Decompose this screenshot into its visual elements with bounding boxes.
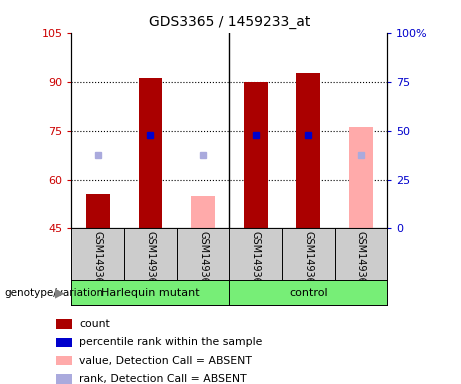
Text: Harlequin mutant: Harlequin mutant: [101, 288, 200, 298]
Text: rank, Detection Call = ABSENT: rank, Detection Call = ABSENT: [79, 374, 247, 384]
Text: value, Detection Call = ABSENT: value, Detection Call = ABSENT: [79, 356, 252, 366]
Bar: [244, 82, 267, 228]
Bar: [56, 374, 72, 384]
Text: GSM149362: GSM149362: [198, 231, 208, 290]
Bar: [349, 127, 373, 228]
Text: GSM149361: GSM149361: [145, 231, 155, 290]
Bar: [86, 194, 110, 228]
Text: count: count: [79, 319, 110, 329]
Text: GSM149364: GSM149364: [303, 231, 313, 290]
Bar: [139, 78, 162, 228]
Text: GSM149365: GSM149365: [356, 231, 366, 290]
Text: percentile rank within the sample: percentile rank within the sample: [79, 338, 263, 348]
Bar: [56, 338, 72, 347]
Text: ▶: ▶: [55, 286, 65, 299]
Text: genotype/variation: genotype/variation: [5, 288, 104, 298]
Bar: [56, 356, 72, 366]
Bar: [296, 73, 320, 228]
Text: control: control: [289, 288, 328, 298]
Text: GSM149360: GSM149360: [93, 231, 103, 290]
Bar: [56, 319, 72, 329]
Title: GDS3365 / 1459233_at: GDS3365 / 1459233_at: [148, 15, 310, 29]
Bar: [191, 196, 215, 228]
Text: GSM149363: GSM149363: [251, 231, 260, 290]
